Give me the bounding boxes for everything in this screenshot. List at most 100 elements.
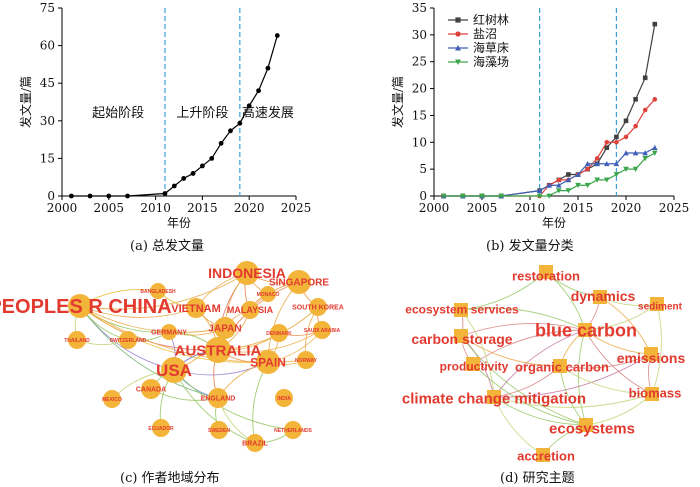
data-point <box>623 150 629 156</box>
y-axis-label: 发文量/篇 <box>390 76 405 128</box>
data-point <box>200 163 205 169</box>
data-point <box>652 144 658 151</box>
topic-link <box>460 309 495 398</box>
network-node-label: JAPAN <box>208 324 241 335</box>
data-point <box>546 193 552 199</box>
data-point <box>171 183 177 189</box>
network-node <box>68 331 86 349</box>
network-link <box>79 305 197 318</box>
topic-link <box>559 353 652 369</box>
data-point <box>613 172 620 178</box>
network-node-label: DENMARK <box>266 331 292 337</box>
data-point <box>106 193 112 199</box>
topic-label: emissions <box>617 350 686 366</box>
network-link <box>252 361 269 444</box>
topic-node <box>454 303 468 317</box>
caption-d: (d) 研究主题 <box>500 471 575 486</box>
network-node <box>119 331 137 349</box>
y-tick-label: 45 <box>40 76 55 90</box>
data-point <box>642 150 648 156</box>
data-point <box>614 134 619 140</box>
data-point <box>604 139 610 145</box>
data-point <box>594 156 600 161</box>
topic-label: organic carbon <box>515 360 609 375</box>
legend-label: 海草床 <box>473 40 509 55</box>
network-node-label: ECUADOR <box>148 426 174 432</box>
network-node-label: ENGLAND <box>201 396 236 403</box>
data-point <box>68 193 74 199</box>
data-point <box>556 182 562 188</box>
chart-panel-a: 2000 2005 2010 2015 2020 2025 0 15 30 45 60 75 年份 发文量… <box>18 1 311 230</box>
topic-label: restoration <box>512 269 580 284</box>
data-point <box>181 176 187 181</box>
network-node <box>150 283 166 299</box>
network-node <box>287 270 311 294</box>
x-axis-label: 年份 <box>542 216 566 230</box>
topic-node <box>539 265 553 279</box>
y-tick-label: 35 <box>412 1 427 15</box>
data-point <box>623 134 629 140</box>
data-point <box>565 177 572 183</box>
data-point <box>652 97 658 102</box>
topic-label: accretion <box>517 449 575 464</box>
network-node-label: BRAZIL <box>242 441 268 448</box>
data-point <box>575 171 581 177</box>
data-point <box>536 193 543 199</box>
network-node <box>235 261 259 285</box>
topic-link <box>460 307 586 331</box>
x-axis-label: 年份 <box>167 216 191 230</box>
data-point <box>642 156 648 162</box>
caption-b: (b) 发文量分类 <box>486 239 574 254</box>
network-node <box>214 317 236 339</box>
y-tick-label: 0 <box>419 189 427 203</box>
network-node-label: MALAYSIA <box>227 305 274 315</box>
x-tick-label: 2015 <box>187 201 218 215</box>
network-node <box>208 388 228 408</box>
data-point <box>546 182 552 188</box>
network-node-label: SPAIN <box>250 355 286 369</box>
topic-link <box>559 365 653 395</box>
network-node <box>313 321 331 339</box>
topic-node <box>579 418 593 432</box>
topic-node <box>593 290 607 304</box>
data-point <box>556 177 562 183</box>
x-tick-label: 2000 <box>419 201 450 215</box>
series-line <box>443 147 656 197</box>
network-node <box>256 350 280 374</box>
network-node <box>270 324 288 342</box>
topic-node <box>454 329 468 343</box>
topic-label: climate change mitigation <box>402 390 586 407</box>
topic-label: ecosystem services <box>405 302 519 316</box>
network-node-label: SWEDEN <box>208 428 230 434</box>
data-point <box>274 33 280 38</box>
network-node <box>141 379 161 399</box>
data-point <box>265 65 271 71</box>
topic-link <box>472 329 586 365</box>
topic-node <box>644 347 658 361</box>
data-point <box>642 75 648 81</box>
y-axis-label: 发文量/篇 <box>18 76 33 128</box>
network-node <box>309 298 327 316</box>
x-tick-label: 2005 <box>94 201 125 215</box>
y-tick-label: 20 <box>412 82 427 96</box>
legend-label: 盐沼 <box>473 27 497 41</box>
x-tick-label: 2015 <box>563 201 594 215</box>
data-point <box>209 156 215 161</box>
data-point <box>566 172 571 177</box>
network-node-label: GERMANY <box>151 330 187 337</box>
data-point <box>594 160 600 167</box>
network-node-label: SINGAPORE <box>269 278 329 289</box>
topic-node <box>650 297 664 311</box>
data-point <box>584 160 591 167</box>
y-tick-label: 30 <box>412 28 427 42</box>
data-point <box>246 103 252 109</box>
legend-marker <box>455 31 461 37</box>
network-node-label: VIETNAM <box>171 303 221 315</box>
network-node <box>260 286 276 302</box>
y-tick-label: 75 <box>40 1 55 15</box>
legend-marker <box>455 45 461 51</box>
y-tick-label: 15 <box>40 151 55 165</box>
stage-annotation: 上升阶段 <box>176 106 228 121</box>
topic-label: dynamics <box>571 288 636 304</box>
